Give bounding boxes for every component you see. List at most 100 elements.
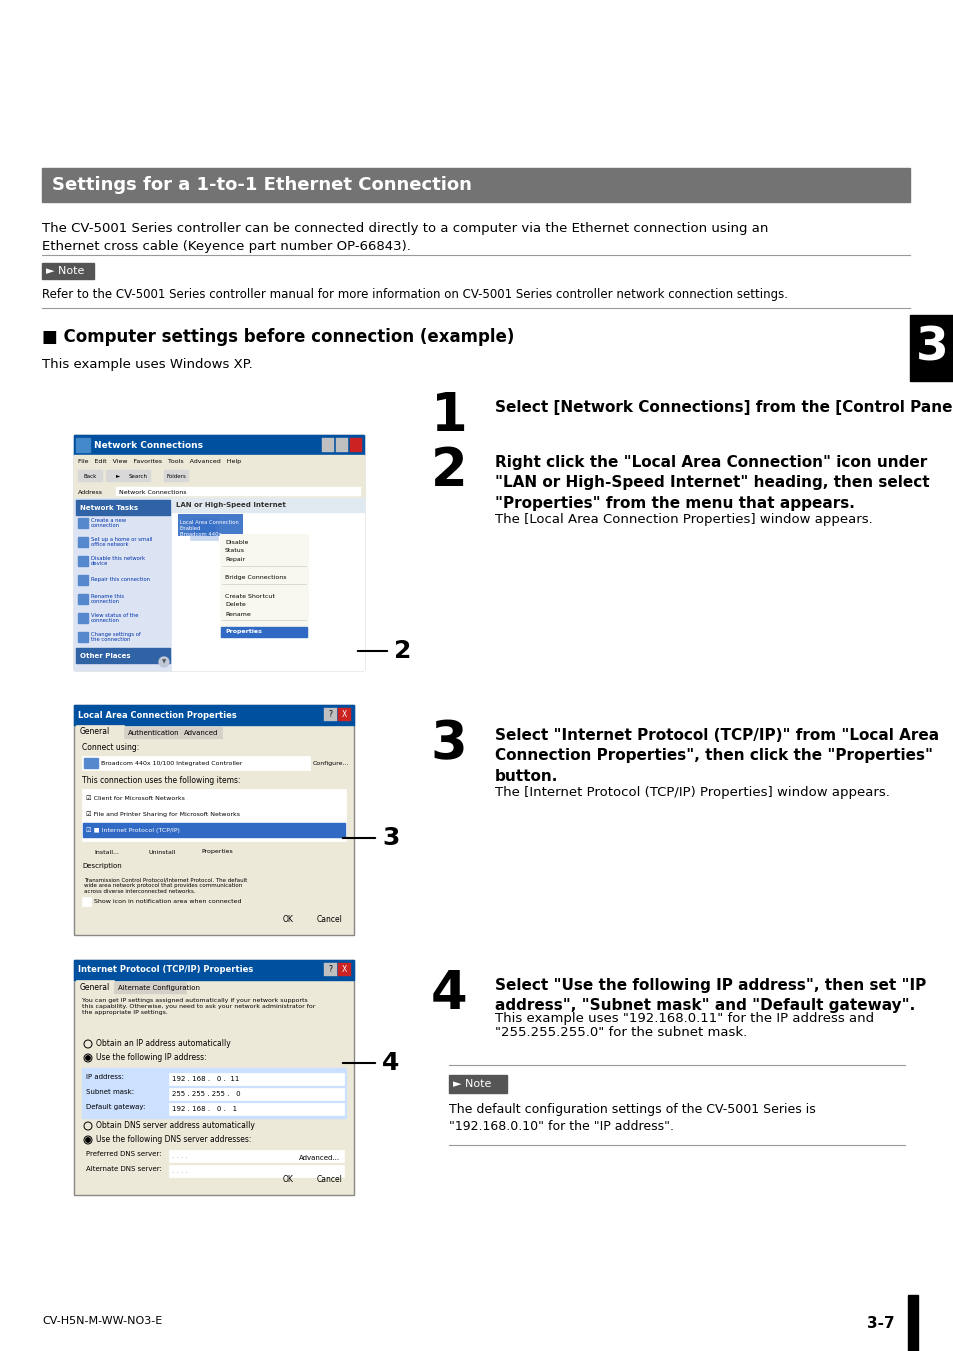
- Bar: [172, 499, 364, 512]
- Text: Obtain DNS server address automatically: Obtain DNS server address automatically: [96, 1121, 254, 1131]
- Bar: [337, 963, 351, 975]
- Text: Cancel: Cancel: [316, 915, 342, 924]
- Bar: [42, 263, 94, 280]
- Text: Internet Protocol (TCP/IP) Properties: Internet Protocol (TCP/IP) Properties: [78, 966, 253, 974]
- Text: General: General: [80, 982, 111, 992]
- Bar: [74, 485, 364, 499]
- Bar: [169, 1088, 344, 1100]
- Text: Disable this network
device: Disable this network device: [91, 555, 145, 566]
- Text: 4: 4: [381, 1051, 399, 1075]
- Bar: [116, 486, 360, 496]
- Text: ■ Computer settings before connection (example): ■ Computer settings before connection (e…: [42, 328, 514, 346]
- Bar: [124, 727, 180, 739]
- Bar: [74, 455, 364, 467]
- Text: Change settings of
the connection: Change settings of the connection: [91, 632, 141, 642]
- Text: The default configuration settings of the CV-5001 Series is: The default configuration settings of th…: [449, 1102, 815, 1116]
- Bar: [82, 844, 132, 859]
- Text: Use the following DNS server addresses:: Use the following DNS server addresses:: [96, 1135, 251, 1144]
- Bar: [350, 438, 361, 453]
- Bar: [78, 994, 350, 1171]
- Bar: [310, 911, 350, 927]
- Text: 2: 2: [394, 639, 411, 663]
- Text: . . . .: . . . .: [172, 1169, 188, 1174]
- Text: Bridge Connections: Bridge Connections: [225, 576, 286, 581]
- Bar: [180, 727, 222, 739]
- Text: ► Note: ► Note: [453, 1079, 491, 1089]
- Text: ► Note: ► Note: [46, 266, 84, 276]
- Bar: [169, 1102, 344, 1115]
- Text: 192 . 168 .   0 .  11: 192 . 168 . 0 . 11: [172, 1075, 239, 1082]
- Text: Advanced: Advanced: [184, 730, 218, 736]
- Bar: [292, 1151, 348, 1165]
- Bar: [907, 1296, 917, 1351]
- Text: Install...: Install...: [94, 850, 119, 854]
- Text: General: General: [80, 727, 111, 736]
- Text: Subnet mask:: Subnet mask:: [86, 1089, 134, 1096]
- Text: IP address:: IP address:: [86, 1074, 124, 1079]
- Text: Search: Search: [129, 473, 148, 478]
- Bar: [78, 470, 103, 482]
- Bar: [76, 725, 124, 739]
- Bar: [178, 513, 243, 536]
- Text: Create a new
connection: Create a new connection: [91, 517, 126, 528]
- Text: File   Edit   View   Favorites   Tools   Advanced   Help: File Edit View Favorites Tools Advanced …: [78, 459, 241, 463]
- Bar: [78, 517, 88, 528]
- Text: Back: Back: [83, 473, 96, 478]
- Text: "192.168.0.10" for the "IP address".: "192.168.0.10" for the "IP address".: [449, 1120, 673, 1133]
- Bar: [106, 470, 131, 482]
- Text: Status: Status: [225, 549, 245, 554]
- Bar: [78, 632, 88, 642]
- Bar: [164, 470, 189, 482]
- Bar: [74, 705, 354, 725]
- Text: Alternate Configuration: Alternate Configuration: [118, 985, 200, 992]
- Text: OK: OK: [282, 1174, 294, 1183]
- Text: Broadcom 440x 10/100 Integrated Controller: Broadcom 440x 10/100 Integrated Controll…: [101, 761, 242, 766]
- Bar: [126, 470, 151, 482]
- Text: ?: ?: [328, 965, 332, 974]
- Bar: [76, 648, 170, 663]
- Bar: [78, 576, 88, 585]
- Bar: [324, 708, 336, 721]
- Text: This example uses Windows XP.: This example uses Windows XP.: [42, 358, 253, 372]
- Bar: [169, 1073, 344, 1085]
- Text: Alternate DNS server:: Alternate DNS server:: [86, 1166, 162, 1173]
- Bar: [78, 594, 88, 604]
- Circle shape: [86, 1138, 91, 1142]
- Bar: [221, 627, 307, 638]
- Text: 1: 1: [430, 390, 467, 442]
- Text: ☑ ■ Internet Protocol (TCP/IP): ☑ ■ Internet Protocol (TCP/IP): [86, 827, 180, 832]
- Bar: [42, 168, 909, 203]
- Text: Folders: Folders: [166, 473, 186, 478]
- Bar: [74, 961, 354, 1196]
- Bar: [337, 708, 351, 721]
- Text: LAN or High-Speed Internet: LAN or High-Speed Internet: [175, 503, 286, 508]
- Text: . . . .: . . . .: [172, 1152, 188, 1159]
- Bar: [909, 315, 953, 381]
- Bar: [193, 520, 213, 534]
- Text: CV-H5N-M-WW-NO3-E: CV-H5N-M-WW-NO3-E: [42, 1316, 162, 1325]
- Text: Other Places: Other Places: [80, 653, 131, 658]
- Bar: [74, 705, 354, 935]
- Bar: [74, 435, 364, 455]
- Bar: [82, 789, 346, 842]
- Bar: [76, 500, 170, 515]
- Text: 3: 3: [430, 717, 467, 770]
- Text: Local Area Connection
Enabled
Broadcom 440x: Local Area Connection Enabled Broadcom 4…: [180, 520, 238, 536]
- Text: Use the following IP address:: Use the following IP address:: [96, 1054, 207, 1062]
- Text: Network Tasks: Network Tasks: [80, 504, 138, 511]
- Text: ?: ?: [328, 711, 332, 719]
- Text: Local Area Connection Properties: Local Area Connection Properties: [78, 711, 236, 720]
- Bar: [78, 739, 350, 911]
- Text: Advanced...: Advanced...: [299, 1155, 340, 1161]
- Text: Set up a home or small
office network: Set up a home or small office network: [91, 536, 152, 547]
- Circle shape: [84, 1121, 91, 1129]
- Text: ►: ►: [115, 473, 120, 478]
- Text: Obtain an IP address automatically: Obtain an IP address automatically: [96, 1039, 231, 1048]
- Bar: [324, 963, 336, 975]
- Text: Address: Address: [78, 489, 103, 494]
- Text: Description: Description: [82, 863, 122, 869]
- Text: ☑ File and Printer Sharing for Microsoft Networks: ☑ File and Printer Sharing for Microsoft…: [86, 811, 240, 817]
- Text: 3: 3: [915, 326, 947, 370]
- Text: 2: 2: [430, 444, 467, 497]
- Text: The [Local Area Connection Properties] window appears.: The [Local Area Connection Properties] w…: [495, 513, 872, 526]
